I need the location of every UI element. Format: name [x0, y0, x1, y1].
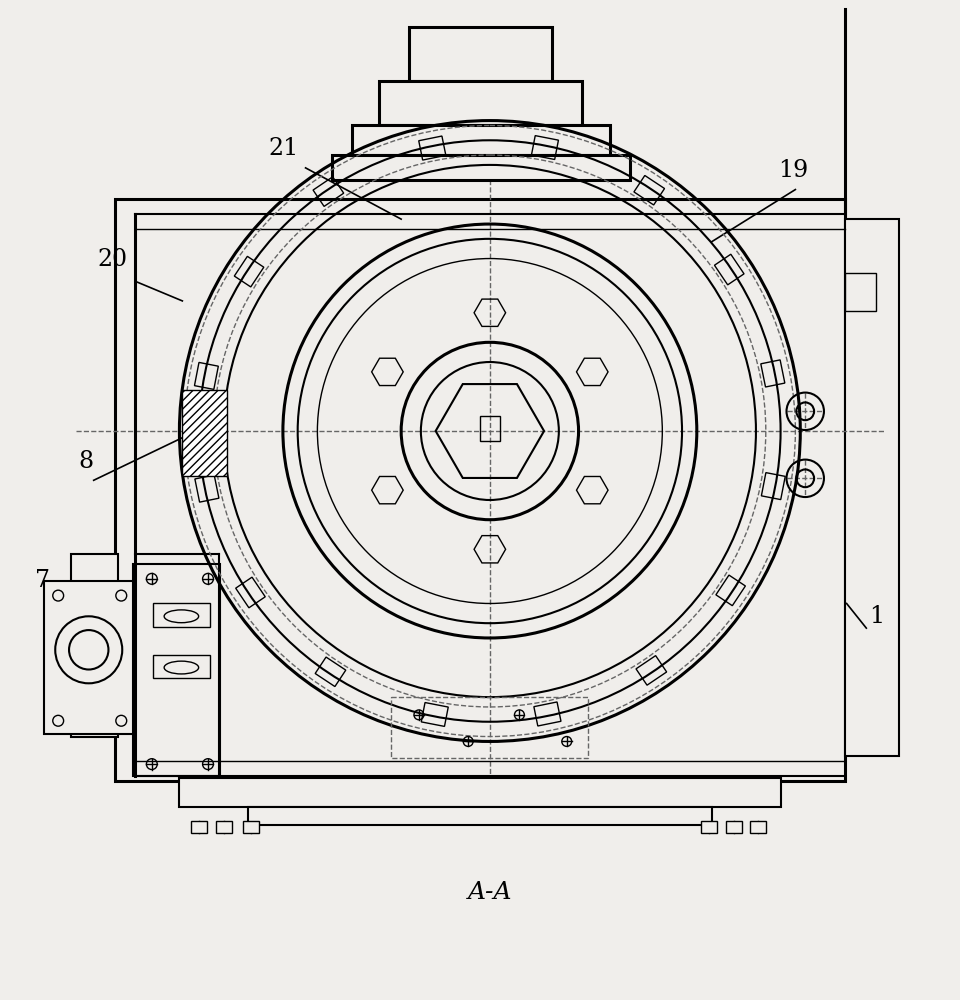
Bar: [182, 390, 227, 476]
Bar: [153, 655, 210, 678]
Bar: [332, 155, 630, 180]
Bar: [480, 416, 500, 441]
Bar: [379, 81, 582, 125]
Text: 20: 20: [98, 248, 128, 271]
Bar: [216, 821, 231, 833]
Bar: [352, 125, 611, 155]
Bar: [249, 807, 711, 825]
Text: 7: 7: [35, 569, 50, 592]
Text: 21: 21: [268, 137, 299, 160]
Bar: [409, 27, 552, 81]
Bar: [153, 603, 210, 627]
Text: 8: 8: [78, 450, 93, 473]
Bar: [701, 821, 716, 833]
Bar: [191, 821, 207, 833]
Bar: [845, 273, 876, 311]
Bar: [133, 564, 220, 776]
Bar: [392, 697, 588, 758]
Text: 19: 19: [778, 159, 808, 182]
Bar: [71, 554, 118, 737]
Bar: [44, 581, 133, 734]
Text: 1: 1: [870, 605, 884, 628]
Text: A-A: A-A: [468, 881, 512, 904]
Bar: [115, 199, 845, 781]
Bar: [845, 219, 899, 756]
Bar: [750, 821, 766, 833]
Bar: [244, 821, 259, 833]
Bar: [180, 778, 780, 807]
Bar: [727, 821, 742, 833]
